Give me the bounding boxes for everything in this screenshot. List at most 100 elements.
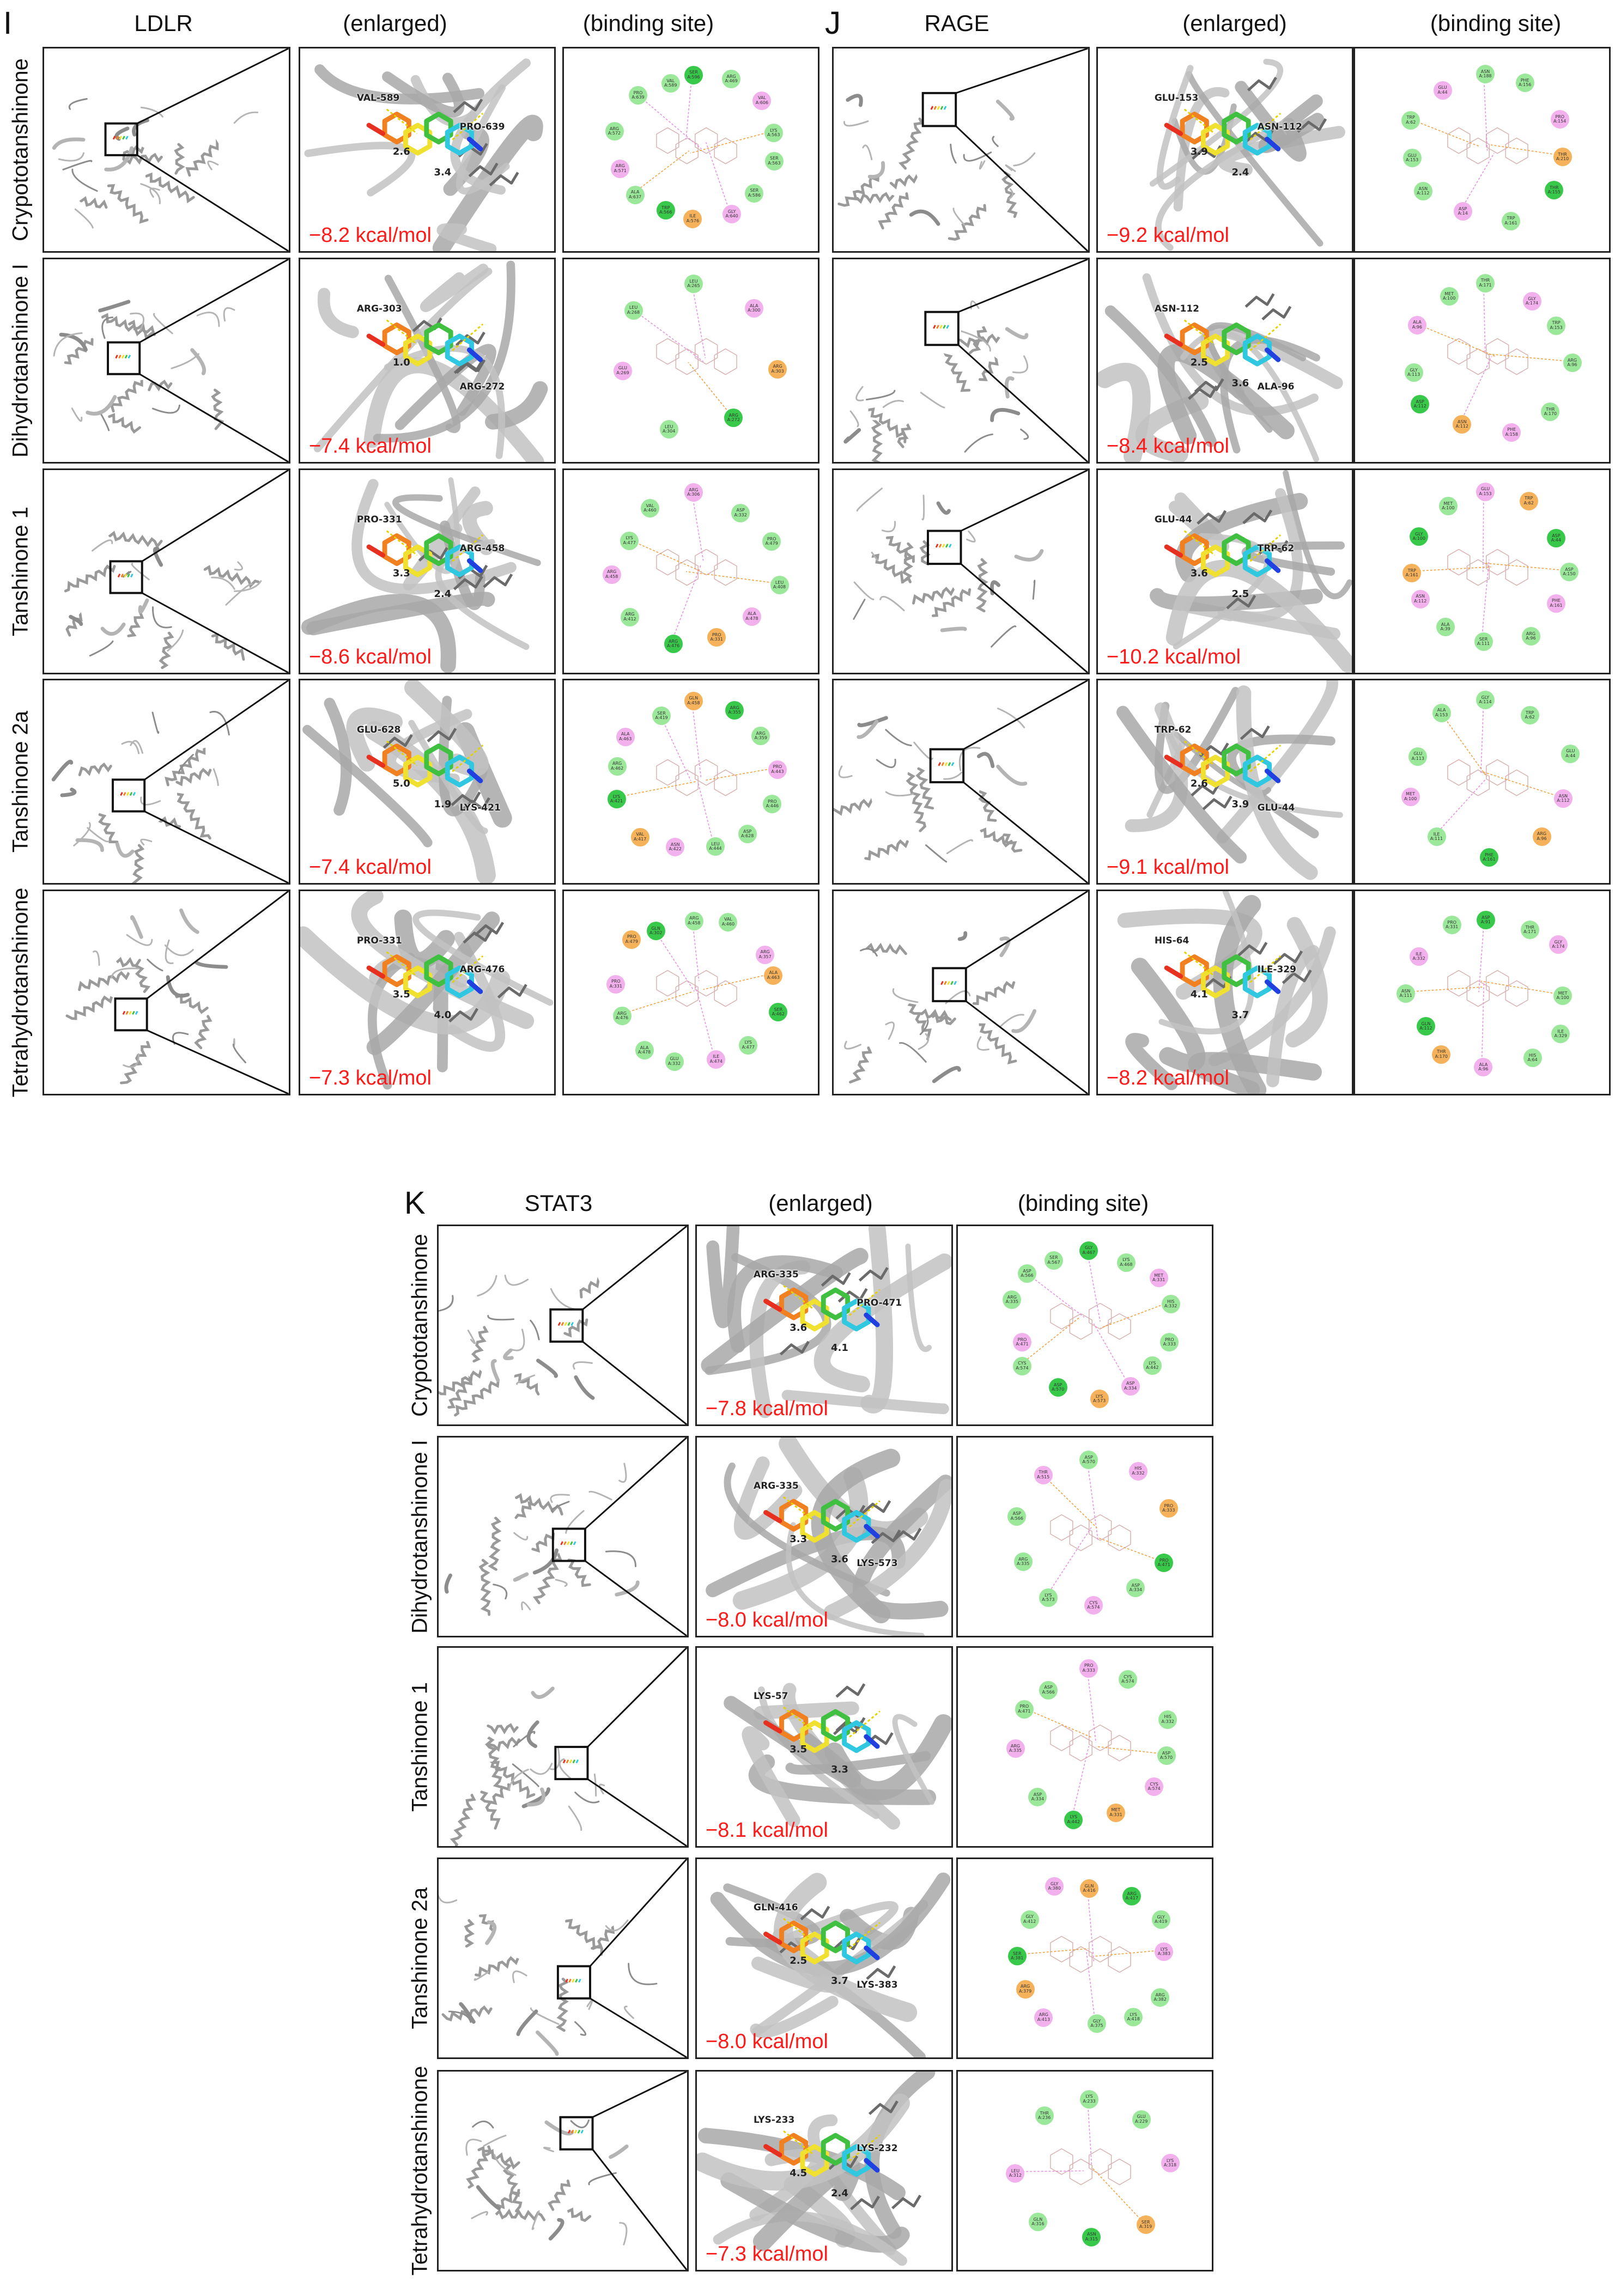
residue-bubble: THR A:210 — [1553, 147, 1572, 166]
residue-bubble: ARG A:476 — [664, 635, 683, 654]
residue-bubble: VAL A:606 — [752, 91, 772, 110]
residue-bubble: ILE A:329 — [1551, 1025, 1570, 1044]
residue-bubble: GLY A:174 — [1549, 935, 1568, 954]
residue-bubble: ASP A:334 — [1126, 1579, 1145, 1598]
enlarged-pocket-panel: GLU-628 LYS-421 5.0 1.9 −7.4 kcal/mol — [299, 679, 556, 885]
residue-bubble: SER A:567 — [1044, 1251, 1063, 1270]
protein-overview-panel — [437, 2070, 689, 2271]
residue-bubble: ARG A:413 — [1034, 2008, 1053, 2027]
residue-bubble: HIS A:332 — [1161, 1295, 1180, 1313]
ligand-stick-icon — [366, 954, 483, 998]
residue-bubble: ARG A:96 — [1521, 627, 1540, 646]
residue-bubble: GLY A:375 — [1088, 2014, 1106, 2033]
residue-label: ARG-458 — [459, 543, 505, 555]
ligand-stick-icon — [763, 1709, 880, 1753]
residue-bubble: HIS A:64 — [1523, 1049, 1542, 1068]
enlarged-pocket-panel: PRO-331 ARG-476 3.5 4.0 −7.3 kcal/mol — [299, 890, 556, 1095]
residue-bubble: TRP A:62 — [1520, 706, 1539, 725]
panel-letter: K — [404, 1185, 426, 1221]
distance-label: 3.6 — [1231, 377, 1249, 389]
residue-label: GLN-416 — [754, 1902, 798, 1914]
residue-bubble: ARG A:359 — [751, 727, 770, 746]
compound-name: Tanshinone 2a — [8, 710, 33, 853]
residue-bubble: GLU A:269 — [613, 361, 632, 380]
interaction-2d-diagram-icon — [616, 700, 775, 844]
residue-bubble: PRO A:446 — [763, 795, 782, 814]
residue-bubble: PHE A:161 — [1547, 594, 1565, 613]
protein-ribbon-icon — [844, 931, 1037, 1084]
interaction-2d-diagram-icon — [634, 74, 771, 212]
ligand-stick-icon — [763, 1920, 880, 1965]
protein-overview-panel — [43, 890, 290, 1095]
residue-label: LYS-57 — [754, 1691, 788, 1702]
binding-energy: −8.2 kcal/mol — [309, 224, 432, 247]
residue-bubble: MET A:331 — [1106, 1803, 1125, 1822]
residue-label: LYS-232 — [857, 2143, 898, 2154]
binding-site-panel: GLY A:114 TRP A:62 GLU A:44 ASN A:112 ARG A:… — [1353, 679, 1611, 885]
residue-bubble: LEU A:444 — [706, 837, 725, 856]
residue-bubble: LYS A:318 — [1161, 2154, 1180, 2172]
distance-label: 3.6 — [1190, 568, 1208, 580]
residue-bubble: ASP A:566 — [1039, 1680, 1058, 1700]
residue-bubble: PHE A:156 — [1515, 74, 1534, 93]
residue-label: LYS-573 — [857, 1558, 898, 1569]
residue-bubble: ASP A:566 — [1007, 1507, 1027, 1526]
residue-bubble: ASN A:315 — [1082, 2227, 1101, 2246]
zoom-region-box — [921, 92, 957, 127]
residue-bubble: GLU A:332 — [665, 1052, 684, 1071]
residue-bubble: ASP A:150 — [1559, 563, 1578, 582]
residue-bubble: TRP A:62 — [1519, 491, 1538, 510]
zoom-region-box — [929, 748, 965, 783]
residue-bubble: PRO A:331 — [1442, 915, 1461, 934]
residue-label: ARG-303 — [356, 303, 402, 315]
residue-label: HIS-64 — [1154, 935, 1189, 947]
enlarged-pocket-panel: ARG-335 PRO-471 3.6 4.1 −7.8 kcal/mol — [695, 1225, 953, 1426]
distance-label: 2.5 — [790, 1954, 808, 1966]
residue-bubble: ALA A:153 — [1432, 703, 1451, 722]
residue-bubble: GLY A:419 — [1151, 1910, 1170, 1929]
residue-bubble: THR A:171 — [1476, 273, 1495, 293]
residue-bubble: ARG A:412 — [621, 607, 639, 626]
residue-bubble: ARG A:458 — [684, 911, 703, 930]
binding-energy: −9.2 kcal/mol — [1107, 224, 1229, 247]
binding-site-panel: GLU A:153 TRP A:62 ASP A:44 ASP A:150 PHE A:… — [1353, 468, 1611, 674]
residue-label: TRP-62 — [1154, 724, 1192, 736]
zoom-region-box — [549, 1308, 584, 1343]
binding-site-header: (binding site) — [1017, 1190, 1149, 1216]
zoom-region-box — [927, 529, 962, 565]
binding-site-panel: PRO A:333 CYS A:574 HIS A:332 ASP A:570 CYS … — [956, 1646, 1213, 1848]
residue-bubble: ASP A:91 — [1476, 911, 1495, 930]
residue-bubble: ALA A:300 — [744, 299, 763, 318]
distance-label: 3.5 — [392, 989, 410, 1001]
residue-bubble: ARG A:335 — [1003, 1290, 1022, 1309]
binding-site-header: (binding site) — [582, 10, 714, 36]
residue-bubble: ARG A:571 — [611, 159, 630, 178]
target-header: STAT3 — [524, 1190, 593, 1216]
residue-bubble: ASN A:188 — [1476, 65, 1495, 84]
residue-label: GLU-153 — [1154, 93, 1199, 104]
protein-ribbon-icon — [450, 1686, 605, 1846]
residue-bubble: THR A:171 — [1520, 921, 1539, 939]
binding-energy: −8.1 kcal/mol — [706, 1819, 828, 1842]
ligand-stick-icon — [763, 1499, 880, 1543]
zoom-region-box — [112, 778, 146, 813]
ligand-stick-icon — [1164, 954, 1281, 998]
protein-overview-panel — [832, 258, 1090, 464]
enlarged-pocket-panel: GLN-416 LYS-383 2.5 3.7 −8.0 kcal/mol — [695, 1857, 953, 2059]
residue-bubble: GLU A:44 — [1433, 81, 1452, 100]
residue-bubble: ALA A:478 — [635, 1041, 654, 1059]
compound-name: Tetrahydrotanshinone — [8, 887, 33, 1098]
ligand-stick-icon — [366, 533, 483, 577]
zoom-region-box — [104, 122, 138, 156]
residue-label: ARG-335 — [754, 1481, 799, 1492]
residue-bubble: ALA A:637 — [626, 185, 645, 204]
protein-ribbon-icon — [444, 1463, 640, 1616]
interaction-2d-diagram-icon — [1016, 1888, 1162, 2021]
protein-ribbon-icon — [843, 300, 1029, 462]
residue-bubble: ARG A:469 — [722, 70, 741, 89]
residue-bubble: ASN A:112 — [1553, 789, 1573, 808]
distance-label: 4.1 — [830, 1342, 848, 1354]
residue-bubble: ARG A:572 — [605, 122, 624, 141]
enlarged-pocket-panel: PRO-331 ARG-458 3.3 2.4 −8.6 kcal/mol — [299, 468, 556, 674]
distance-label: 3.3 — [392, 568, 410, 580]
